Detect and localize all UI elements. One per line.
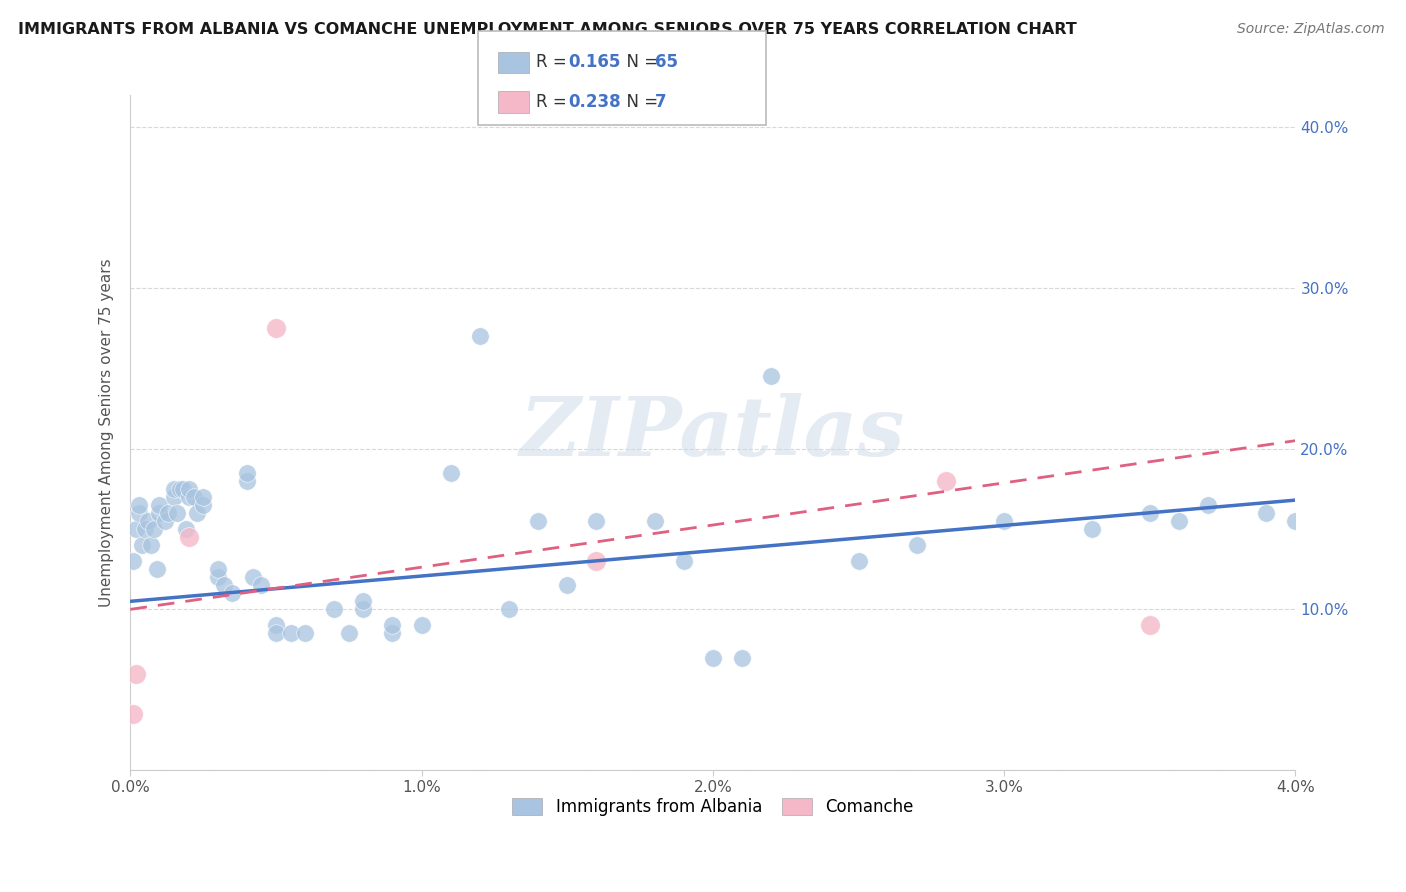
Legend: Immigrants from Albania, Comanche: Immigrants from Albania, Comanche [506, 791, 921, 822]
Point [177, 482, 200, 496]
Point [166, 506, 188, 520]
Point [1197, 498, 1219, 512]
Point [155, 514, 177, 528]
Point [212, 578, 235, 592]
Text: 65: 65 [655, 54, 678, 71]
Point [148, 506, 170, 520]
Point [125, 666, 148, 681]
Point [280, 626, 302, 640]
Y-axis label: Unemployment Among Seniors over 75 years: Unemployment Among Seniors over 75 years [100, 259, 114, 607]
Point [145, 562, 167, 576]
Point [125, 522, 148, 536]
Point [848, 554, 870, 568]
Text: 7: 7 [655, 93, 666, 112]
Point [1139, 618, 1161, 632]
Text: 0.165: 0.165 [568, 54, 620, 71]
Point [411, 618, 433, 632]
Text: N =: N = [616, 93, 664, 112]
Point [1080, 522, 1102, 536]
Point [242, 570, 264, 584]
Point [381, 618, 404, 632]
Point [644, 514, 666, 528]
Point [128, 506, 150, 520]
Point [157, 506, 180, 520]
Point [1168, 514, 1191, 528]
Point [169, 482, 191, 496]
Point [993, 514, 1015, 528]
Point [163, 482, 186, 496]
Point [163, 490, 186, 504]
Point [207, 570, 229, 584]
Point [468, 329, 491, 343]
Text: N =: N = [616, 54, 664, 71]
Text: R =: R = [536, 93, 572, 112]
Point [440, 466, 463, 480]
Point [935, 474, 957, 488]
Point [294, 626, 316, 640]
Point [702, 650, 724, 665]
Point [585, 554, 607, 568]
Point [134, 522, 156, 536]
Text: 0.238: 0.238 [568, 93, 620, 112]
Point [1284, 514, 1306, 528]
Point [672, 554, 695, 568]
Point [131, 538, 153, 552]
Point [731, 650, 754, 665]
Text: Source: ZipAtlas.com: Source: ZipAtlas.com [1237, 22, 1385, 37]
Text: R =: R = [536, 54, 572, 71]
Point [186, 506, 208, 520]
Point [498, 602, 520, 616]
Point [323, 602, 346, 616]
Point [236, 466, 259, 480]
Point [191, 490, 214, 504]
Point [191, 498, 214, 512]
Text: IMMIGRANTS FROM ALBANIA VS COMANCHE UNEMPLOYMENT AMONG SENIORS OVER 75 YEARS COR: IMMIGRANTS FROM ALBANIA VS COMANCHE UNEM… [18, 22, 1077, 37]
Point [122, 554, 145, 568]
Point [1256, 506, 1278, 520]
Point [381, 626, 404, 640]
Point [905, 538, 928, 552]
Point [148, 498, 170, 512]
Point [527, 514, 550, 528]
Point [136, 514, 159, 528]
Point [250, 578, 273, 592]
Point [142, 522, 165, 536]
Point [352, 594, 374, 608]
Point [174, 522, 197, 536]
Point [264, 321, 287, 335]
Point [555, 578, 578, 592]
Point [759, 369, 782, 384]
Point [177, 490, 200, 504]
Point [264, 618, 287, 632]
Point [221, 586, 243, 600]
Point [352, 602, 374, 616]
Point [585, 514, 607, 528]
Point [172, 482, 194, 496]
Point [264, 626, 287, 640]
Point [1139, 506, 1161, 520]
Point [122, 706, 145, 721]
Point [207, 562, 229, 576]
Point [183, 490, 205, 504]
Point [236, 474, 259, 488]
Point [177, 530, 200, 544]
Point [139, 538, 162, 552]
Text: ZIPatlas: ZIPatlas [520, 392, 905, 473]
Point [337, 626, 360, 640]
Point [128, 498, 150, 512]
